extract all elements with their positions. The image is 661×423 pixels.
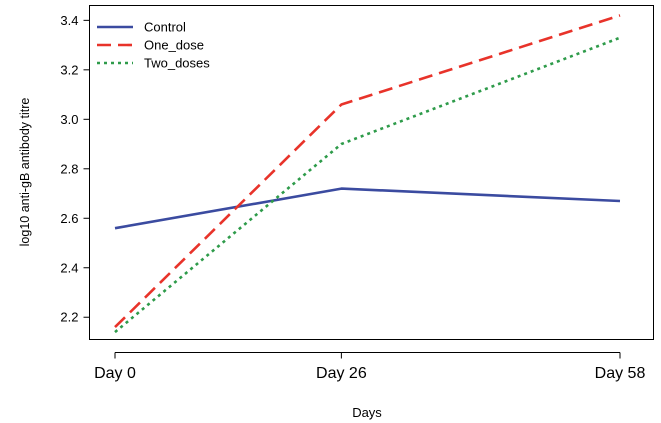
legend: Control One_dose Two_doses (97, 20, 210, 71)
series-line-control (114, 187, 621, 230)
y-tick-label: 2.8 (60, 161, 78, 176)
series-layer (114, 14, 621, 334)
x-tick-label: Day 0 (94, 365, 136, 382)
y-tick-label: 3.0 (60, 112, 78, 127)
x-tick-label: Day 58 (595, 365, 646, 382)
legend-label: Control (144, 20, 186, 35)
x-tick-label: Day 26 (316, 365, 367, 382)
legend-label: One_dose (144, 38, 204, 53)
legend-label: Two_doses (144, 56, 210, 71)
series-line-two-doses (114, 36, 621, 334)
y-tick-label: 3.2 (60, 62, 78, 77)
y-axis: 2.2 2.4 2.6 2.8 3.0 3.2 3.4 (60, 13, 90, 325)
series-line-one-dose (114, 14, 621, 329)
y-tick-label: 2.6 (60, 211, 78, 226)
y-tick-label: 2.2 (60, 310, 78, 325)
y-axis-label: log10 anti-gB antibody titre (18, 98, 32, 247)
x-axis-label: Days (352, 405, 382, 420)
x-axis: Day 0 Day 26 Day 58 (94, 352, 646, 382)
y-tick-label: 2.4 (60, 260, 78, 275)
y-tick-label: 3.4 (60, 13, 78, 28)
